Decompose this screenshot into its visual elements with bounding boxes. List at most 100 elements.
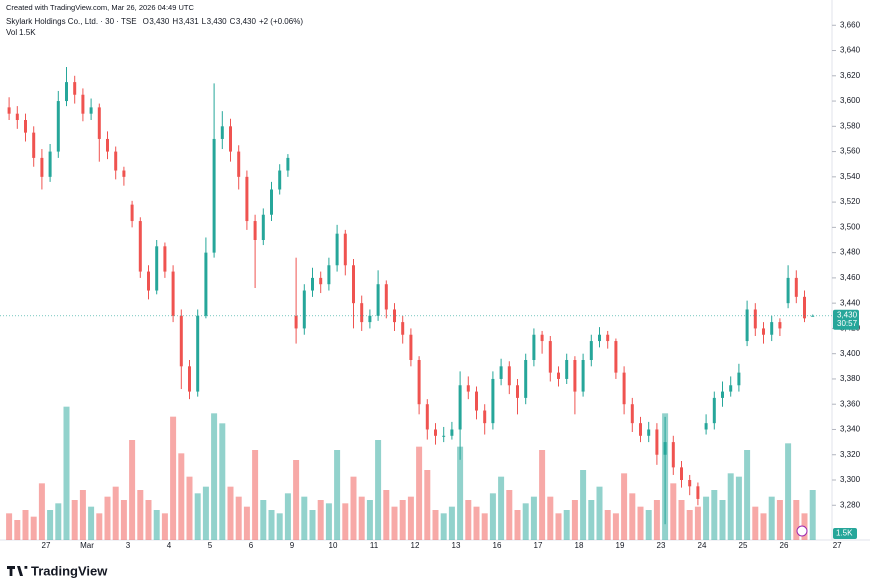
candle-body [261, 214, 265, 240]
volume-bar [604, 510, 611, 540]
candle-body [745, 309, 749, 342]
y-tick-label: 3,660 [840, 20, 861, 29]
volume-bar [342, 503, 349, 540]
candle-body [147, 271, 150, 291]
y-tick-label: 3,400 [840, 349, 861, 358]
volume-bar [596, 486, 603, 540]
volume-bar [776, 500, 783, 540]
candle-body [458, 385, 462, 430]
candle-body [245, 176, 249, 222]
volume-bar [219, 423, 226, 540]
y-tick-label: 3,280 [840, 500, 861, 509]
ohlc-letter: O [143, 17, 149, 26]
volume-bar [202, 486, 209, 540]
last-price-box [833, 309, 859, 330]
volume-bar [793, 500, 800, 540]
candle-body [237, 151, 241, 177]
volume-bar [514, 510, 521, 540]
candle-body [721, 391, 724, 398]
ohlc-value: 3,430 [149, 17, 170, 26]
candle-body [401, 322, 405, 335]
candle-body [794, 277, 798, 297]
candle-body [327, 265, 331, 285]
candle-body [532, 334, 536, 360]
x-tick-label: 24 [698, 541, 707, 550]
candle-body [179, 315, 183, 367]
volume-bar [621, 473, 628, 540]
volume-bar [424, 470, 431, 540]
candle-body [138, 221, 142, 272]
candle-body [368, 315, 372, 323]
candle-body [56, 101, 60, 152]
candle-body [565, 360, 569, 379]
volume-bar [711, 490, 718, 540]
volume-bar [47, 510, 54, 540]
volume-bar [498, 476, 505, 540]
volume-bar [268, 510, 275, 540]
y-tick-label: 3,300 [840, 475, 861, 484]
candle-body [409, 334, 413, 360]
candle-body [803, 296, 806, 319]
volume-bar [744, 450, 751, 540]
x-tick-label: 3 [126, 541, 131, 550]
candle-body [122, 170, 126, 177]
volume-value: 1.5K [19, 28, 36, 37]
volume-bar [580, 470, 587, 540]
volume-bar [194, 493, 201, 540]
candle-body [425, 404, 429, 430]
volume-title: Vol [6, 28, 17, 37]
candle-body [81, 94, 85, 114]
candle-body [286, 157, 290, 171]
ohlc-value: 3,430 [236, 17, 257, 26]
volume-label-box [833, 528, 857, 539]
volume-bar [366, 500, 373, 540]
volume-bar [752, 506, 759, 540]
volume-bar [178, 453, 185, 540]
volume-bar [481, 513, 488, 540]
candle-body [434, 429, 437, 436]
x-tick-label: Mar [80, 541, 94, 550]
volume-bar [678, 500, 685, 540]
volume-bar [137, 490, 144, 540]
candle-body [589, 341, 593, 360]
volume-bar [170, 416, 177, 540]
candle-body [573, 360, 577, 392]
y-tick-label: 3,460 [840, 273, 861, 282]
y-tick-label: 3,500 [840, 222, 861, 231]
candle-body [466, 385, 470, 392]
volume-bar [785, 443, 792, 540]
candle-body [393, 309, 396, 323]
ohlc-letter: C [230, 17, 236, 26]
candle-body [778, 322, 782, 329]
volume-bar [637, 506, 644, 540]
volume-bar [358, 496, 365, 540]
candle-body [294, 315, 298, 329]
candle-body [729, 385, 733, 392]
candle-body [548, 341, 552, 373]
volume-bar [22, 510, 29, 540]
volume-bar [88, 506, 95, 540]
x-tick-label: 13 [452, 541, 461, 550]
volume-bar [63, 406, 70, 540]
candle-body [442, 435, 446, 437]
candle-body [7, 107, 11, 114]
candle-body [655, 429, 659, 455]
y-tick-label: 3,440 [840, 298, 861, 307]
volume-bar [375, 440, 382, 540]
candle-body [196, 315, 200, 392]
volume-bar [457, 446, 464, 540]
volume-bar [145, 500, 152, 540]
candle-body [220, 126, 224, 139]
candle-body [475, 391, 478, 411]
volume-bar [612, 513, 619, 540]
candle-body [24, 120, 27, 133]
volume-bar [309, 510, 316, 540]
volume-bar [96, 513, 103, 540]
volume-bar [399, 500, 406, 540]
ohlc-letter: H [172, 17, 178, 26]
y-tick-label: 3,380 [840, 374, 861, 383]
volume-bar [325, 503, 332, 540]
ohlc-letter: L [202, 17, 207, 26]
logo [6, 566, 28, 576]
